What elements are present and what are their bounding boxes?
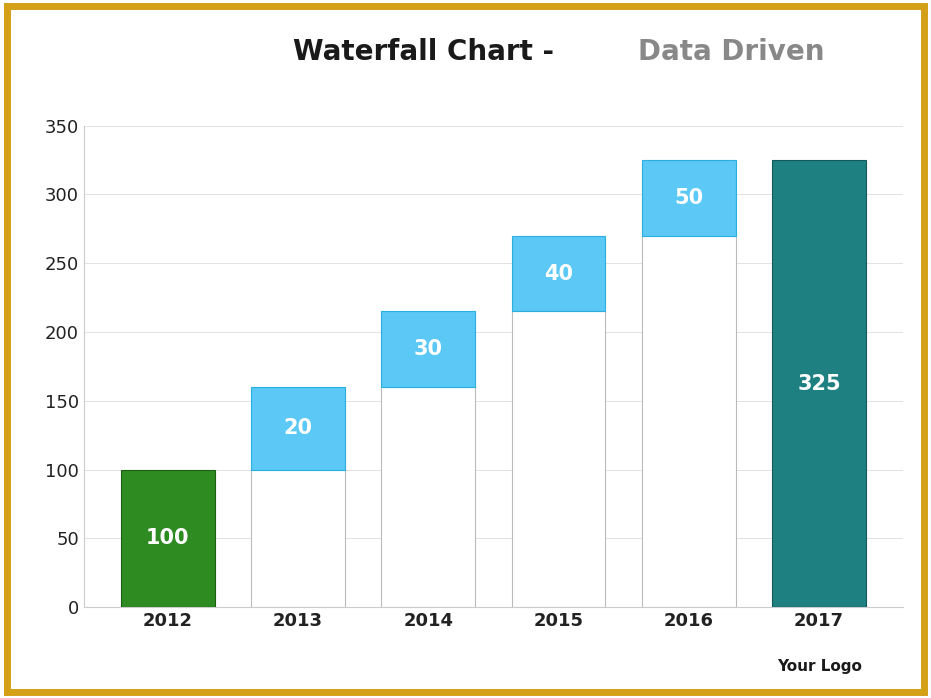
Bar (641, 236, 735, 607)
Bar (772, 160, 866, 607)
Bar (641, 160, 735, 236)
Text: Your Logo: Your Logo (776, 659, 862, 674)
Text: 30: 30 (413, 339, 443, 359)
Bar (251, 387, 345, 470)
Bar (382, 387, 475, 607)
Text: Waterfall Chart -: Waterfall Chart - (293, 38, 564, 66)
Text: 20: 20 (284, 418, 313, 438)
Text: Data Driven: Data Driven (638, 38, 824, 66)
Bar (121, 470, 215, 607)
Text: 40: 40 (544, 264, 573, 283)
Bar (251, 470, 345, 607)
Bar (382, 311, 475, 387)
Text: 100: 100 (146, 528, 190, 549)
Bar (512, 311, 605, 607)
Bar (512, 236, 605, 311)
Text: 325: 325 (797, 374, 841, 394)
Text: 50: 50 (674, 188, 703, 208)
